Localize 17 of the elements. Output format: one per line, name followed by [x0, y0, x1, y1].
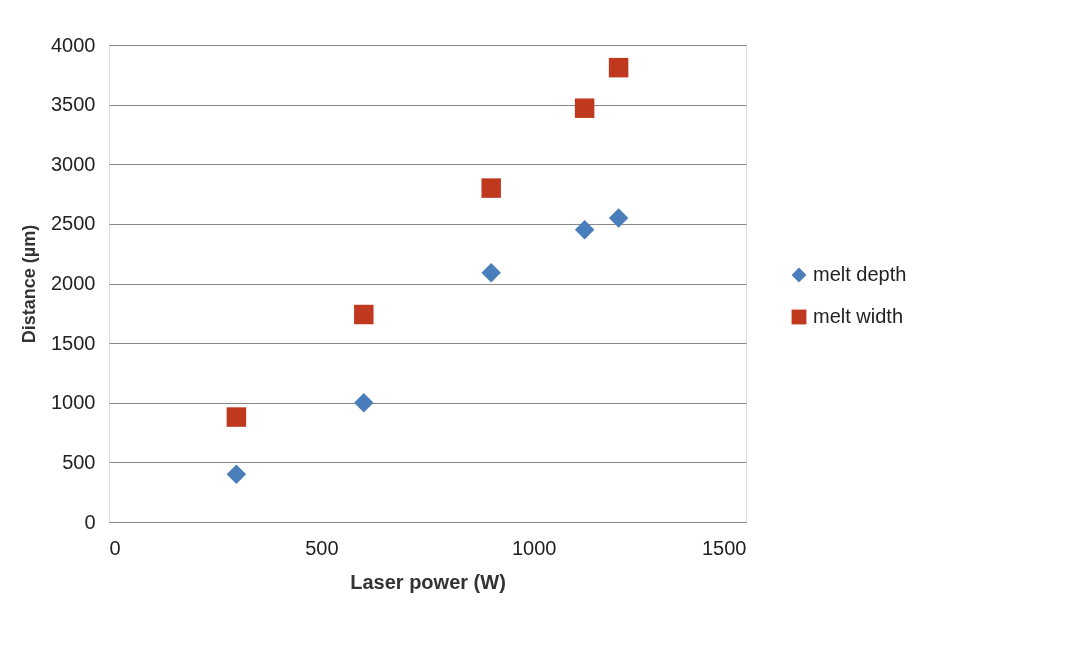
x-tick-label: 1500: [702, 536, 747, 559]
legend-label: melt depth: [813, 263, 907, 285]
x-tick-label: 1000: [511, 536, 557, 559]
y-tick-label: 3500: [51, 93, 96, 116]
x-tick-label: 500: [305, 536, 339, 559]
y-tick-label: 0: [84, 510, 96, 533]
y-tick-label: 1500: [51, 331, 96, 354]
y-tick-label: 2500: [51, 212, 96, 235]
legend-label: melt width: [813, 305, 904, 327]
x-axis-title: Laser power (W): [350, 570, 506, 593]
x-tick-label: 0: [109, 536, 121, 559]
y-tick-label: 2000: [51, 272, 96, 294]
y-axis-title: Distance (µm): [19, 224, 40, 344]
y-tick-label: 1000: [51, 391, 96, 414]
y-tick-label: 4000: [51, 33, 96, 56]
y-tick-label: 3000: [51, 152, 96, 175]
y-tick-label: 500: [62, 450, 96, 473]
